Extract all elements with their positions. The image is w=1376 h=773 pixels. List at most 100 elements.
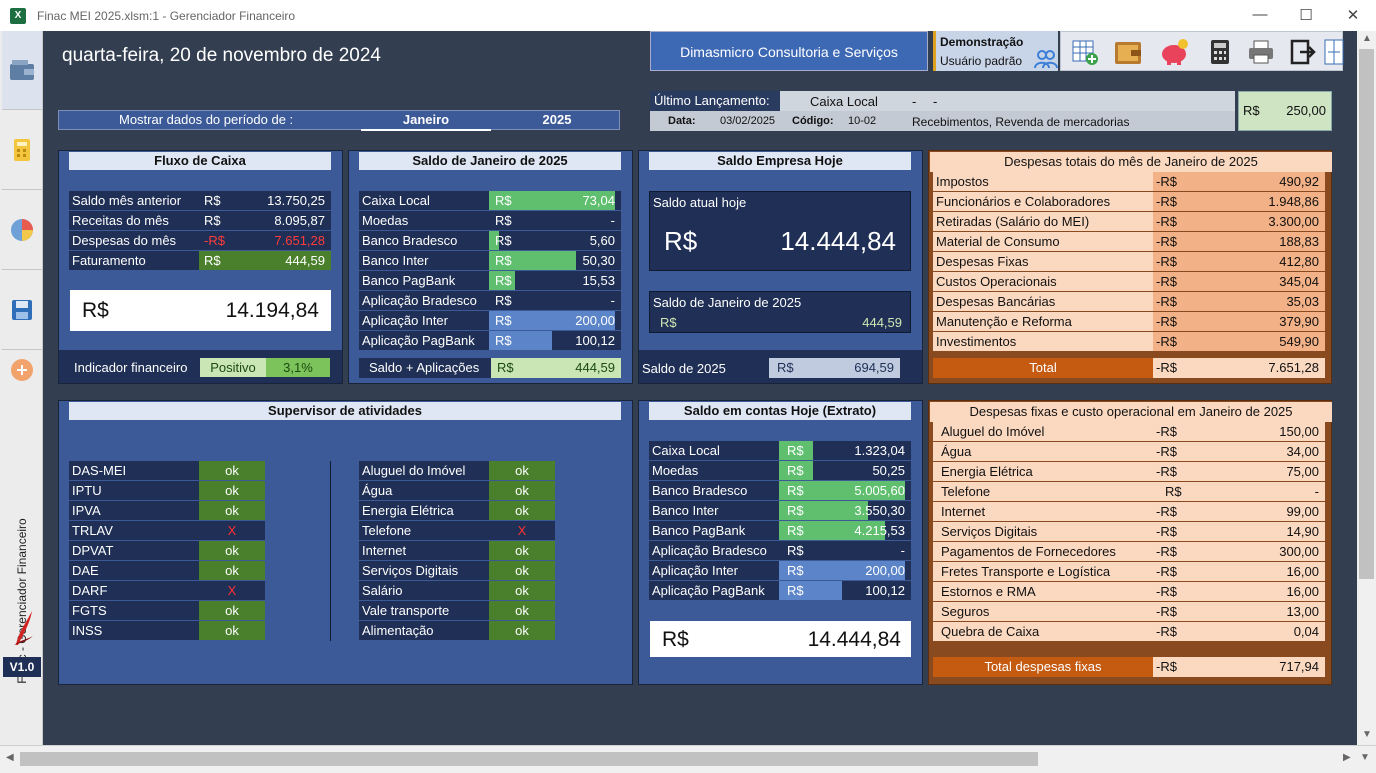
supervisor-row-status[interactable]: ok [199, 621, 265, 640]
supervisor-row: IPTU ok [69, 481, 265, 500]
piggy-bank-icon[interactable] [1159, 38, 1191, 66]
total-expenses-row-value: 35,03 [1286, 294, 1319, 309]
exit-icon[interactable] [1289, 38, 1317, 66]
year-dropdown[interactable]: 2025 [542, 112, 572, 127]
month-dropdown[interactable]: Janeiro [361, 112, 491, 131]
vertical-scrollbar[interactable]: ▲ ▼ [1357, 31, 1376, 745]
total-expenses-row: Manutenção e Reforma -R$ 379,90 [933, 312, 1325, 331]
minimize-icon[interactable]: — [1252, 6, 1268, 23]
balance-applications-value: 444,59 [575, 360, 615, 375]
supervisor-row-status[interactable]: ok [489, 541, 555, 560]
statement-row-value: 200,00 [865, 563, 905, 578]
scroll-left-icon[interactable]: ◀ [6, 752, 14, 763]
cash-flow-row-value: 7.651,28 [274, 233, 325, 248]
total-expenses-title: Despesas totais do mês de Janeiro de 202… [930, 152, 1332, 172]
month-balance-row: Aplicação Bradesco R$ - [359, 291, 621, 310]
supervisor-row-label: Aluguel do Imóvel [359, 461, 489, 480]
total-expenses-row-label: Impostos [933, 172, 1153, 191]
supervisor-row: Telefone X [359, 521, 555, 540]
year-balance-value: 694,59 [854, 360, 894, 375]
supervisor-row: DPVAT ok [69, 541, 265, 560]
fixed-expenses-row-value: 75,00 [1286, 464, 1319, 479]
supervisor-row-status[interactable]: ok [199, 501, 265, 520]
month-balance-row-label: Banco Bradesco [359, 231, 489, 250]
supervisor-row-status[interactable]: ok [199, 541, 265, 560]
total-expenses-row-value: 1.948,86 [1268, 194, 1319, 209]
maximize-icon[interactable]: ☐ [1299, 7, 1313, 24]
last-entry-panel: Último Lançamento: Caixa Local - - Data:… [650, 91, 1235, 131]
fixed-expenses-row-currency: -R$ [1156, 624, 1177, 639]
supervisor-row-status[interactable]: ok [199, 561, 265, 580]
supervisor-row-label: Salário [359, 581, 489, 600]
company-banner: Dimasmicro Consultoria e Serviços [650, 31, 928, 71]
fixed-expenses-row-label: Aluguel do Imóvel [933, 422, 1153, 441]
cash-flow-row-value: 444,59 [285, 253, 325, 268]
scroll-up-icon[interactable]: ▲ [1362, 33, 1372, 44]
supervisor-row-status[interactable]: ok [489, 561, 555, 580]
supervisor-row-label: Água [359, 481, 489, 500]
supervisor-row-status[interactable]: ok [199, 601, 265, 620]
fixed-expenses-row-bg [1153, 562, 1325, 581]
wallet-nav-button[interactable] [2, 31, 42, 110]
calculator-icon [14, 139, 30, 161]
supervisor-row-status[interactable]: X [199, 581, 265, 600]
horizontal-scrollbar[interactable]: ◀ ▶ ▼ [0, 745, 1376, 773]
supervisor-row: TRLAV X [69, 521, 265, 540]
calculator-nav-button[interactable] [2, 111, 42, 190]
close-icon[interactable]: ✕ [1346, 7, 1360, 24]
supervisor-row-status[interactable]: X [489, 521, 555, 540]
supervisor-row-status[interactable]: ok [489, 461, 555, 480]
statement-total-value: 14.444,84 [807, 628, 901, 651]
statement-row-label: Aplicação Inter [649, 561, 779, 580]
supervisor-row-status[interactable]: ok [489, 581, 555, 600]
last-entry-account: Caixa Local [810, 94, 878, 109]
fixed-expenses-row: Quebra de Caixa -R$ 0,04 [933, 622, 1325, 641]
supervisor-row-status[interactable]: ok [489, 621, 555, 640]
title-bar: X Finac MEI 2025.xlsm:1 - Gerenciador Fi… [0, 0, 1376, 31]
supervisor-row-status[interactable]: X [199, 521, 265, 540]
supervisor-row-status[interactable]: ok [199, 461, 265, 480]
supervisor-row-status[interactable]: ok [199, 481, 265, 500]
split-view-icon[interactable] [1323, 38, 1345, 66]
wallet-icon [10, 60, 34, 80]
fixed-expenses-row-bg [1153, 462, 1325, 481]
fixed-expenses-row-bg [1153, 542, 1325, 561]
fixed-expenses-row-currency: -R$ [1156, 564, 1177, 579]
month-balance-row: Banco Inter R$ 50,30 [359, 251, 621, 270]
fixed-expenses-total-label: Total despesas fixas [933, 657, 1153, 677]
supervisor-row-status[interactable]: ok [489, 481, 555, 500]
supervisor-row-status[interactable]: ok [489, 501, 555, 520]
vertical-scroll-thumb[interactable] [1359, 49, 1374, 579]
month-balance-bar [489, 331, 552, 350]
total-expenses-row: Material de Consumo -R$ 188,83 [933, 232, 1325, 251]
total-expenses-row: Despesas Fixas -R$ 412,80 [933, 252, 1325, 271]
statement-row-label: Caixa Local [649, 441, 779, 460]
scroll-right-icon[interactable]: ▶ [1343, 752, 1351, 763]
printer-icon[interactable] [1247, 38, 1275, 66]
supervisor-row: Serviços Digitais ok [359, 561, 555, 580]
today-balance-value: 14.444,84 [780, 226, 896, 256]
save-nav-button[interactable] [2, 271, 42, 350]
supervisor-row-label: FGTS [69, 601, 199, 620]
fixed-expenses-row-currency: -R$ [1156, 464, 1177, 479]
total-expenses-row-currency: -R$ [1156, 314, 1177, 329]
month-balance-row-bg [489, 231, 621, 250]
fixed-expenses-row-bg [1153, 522, 1325, 541]
chart-nav-button[interactable] [2, 191, 42, 270]
user-label: Usuário padrão [940, 54, 1023, 68]
total-expenses-total-currency: -R$ [1156, 360, 1177, 375]
wallet-icon[interactable] [1113, 38, 1143, 66]
month-balance-row-label: Moedas [359, 211, 489, 230]
total-expenses-row-currency: -R$ [1156, 174, 1177, 189]
horizontal-scroll-thumb[interactable] [20, 752, 1038, 766]
scroll-down-small-icon[interactable]: ▼ [1360, 752, 1370, 763]
scroll-down-icon[interactable]: ▼ [1362, 729, 1372, 740]
add-icon[interactable] [11, 359, 33, 381]
fixed-expenses-row-bg [1153, 502, 1325, 521]
calculator-icon[interactable] [1209, 38, 1231, 66]
month-balance-row: Caixa Local R$ 73,04 [359, 191, 621, 210]
supervisor-row: Internet ok [359, 541, 555, 560]
supervisor-row-status[interactable]: ok [489, 601, 555, 620]
user-panel[interactable]: Demonstração Usuário padrão [933, 31, 1058, 71]
spreadsheet-add-icon[interactable] [1071, 38, 1099, 66]
